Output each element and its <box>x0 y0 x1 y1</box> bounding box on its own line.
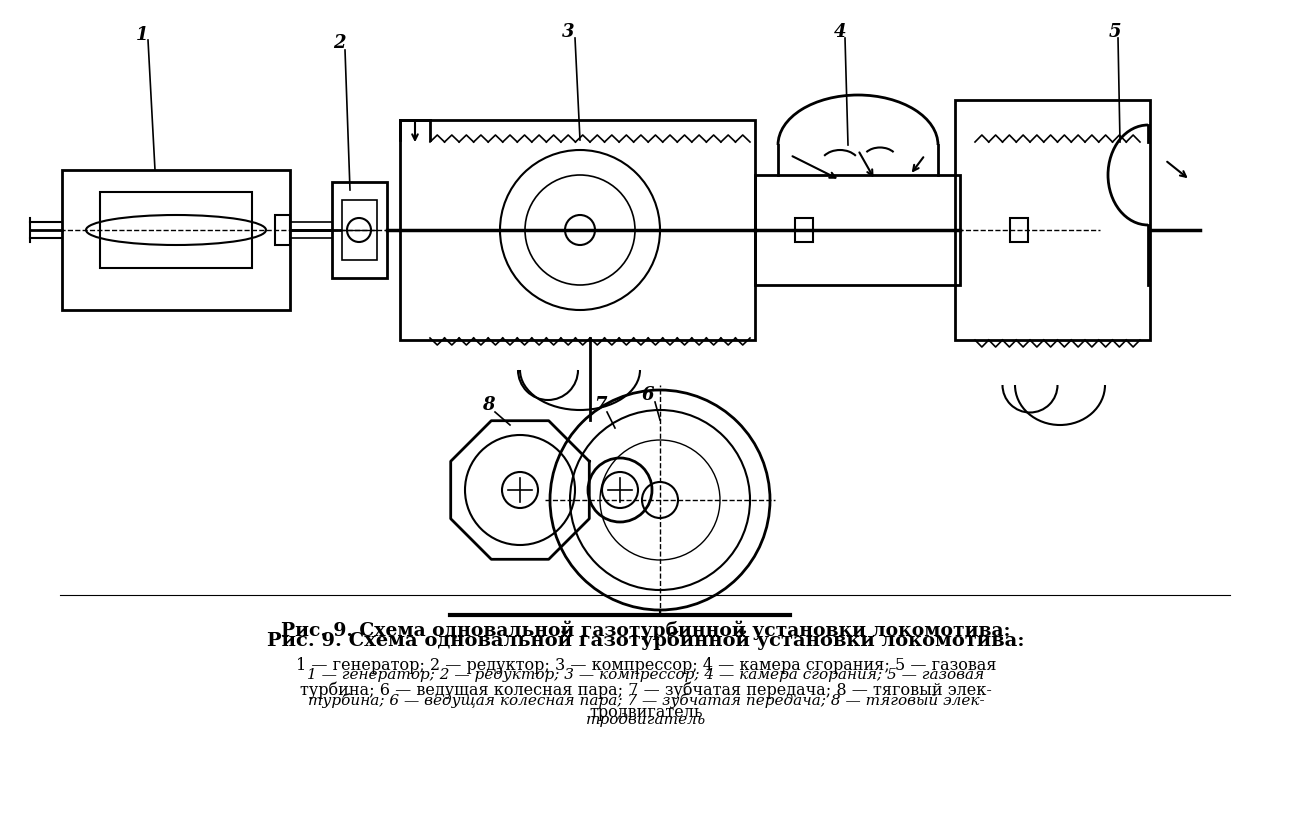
Text: 4: 4 <box>833 23 846 41</box>
Bar <box>401 120 755 340</box>
Bar <box>275 215 289 245</box>
Text: 5: 5 <box>1109 23 1121 41</box>
Text: Рис. 9. Схема одновальной газотурбинной установки локомотива:: Рис. 9. Схема одновальной газотурбинной … <box>267 631 1025 649</box>
Text: 1: 1 <box>136 26 149 44</box>
Text: 3: 3 <box>562 23 574 41</box>
Bar <box>99 192 252 268</box>
Bar <box>62 170 289 310</box>
Text: 1 — генератор; 2 — редуктор; 3 — компрессор; 4 — камера сгорания; 5 — газовая: 1 — генератор; 2 — редуктор; 3 — компрес… <box>296 657 996 673</box>
Text: тродвигатель: тродвигатель <box>589 704 703 721</box>
Text: 2: 2 <box>333 34 345 52</box>
Bar <box>755 175 960 285</box>
Text: турбина; 6 — ведущая колесная пара; 7 — зубчатая передача; 8 — тяговый элек-: турбина; 6 — ведущая колесная пара; 7 — … <box>300 681 992 699</box>
Text: тродвигатель: тродвигатель <box>587 713 705 727</box>
Bar <box>955 100 1150 340</box>
Bar <box>795 218 813 242</box>
Bar <box>342 200 377 260</box>
Text: 1 — генератор; 2 — редуктор; 3 — компрессор; 4 — камера сгорания; 5 — газовая: 1 — генератор; 2 — редуктор; 3 — компрес… <box>307 668 985 682</box>
Text: 6: 6 <box>642 386 654 404</box>
Bar <box>1010 218 1028 242</box>
Text: 7: 7 <box>594 396 606 414</box>
Text: 8: 8 <box>482 396 495 414</box>
Bar <box>332 182 388 278</box>
Text: Рис. 9. Схема одновальной газотурбинной установки локомотива:: Рис. 9. Схема одновальной газотурбинной … <box>282 620 1010 640</box>
Text: турбина; 6 — ведущая колесная пара; 7 — зубчатая передача; 8 — тяговый элек-: турбина; 6 — ведущая колесная пара; 7 — … <box>307 692 985 708</box>
